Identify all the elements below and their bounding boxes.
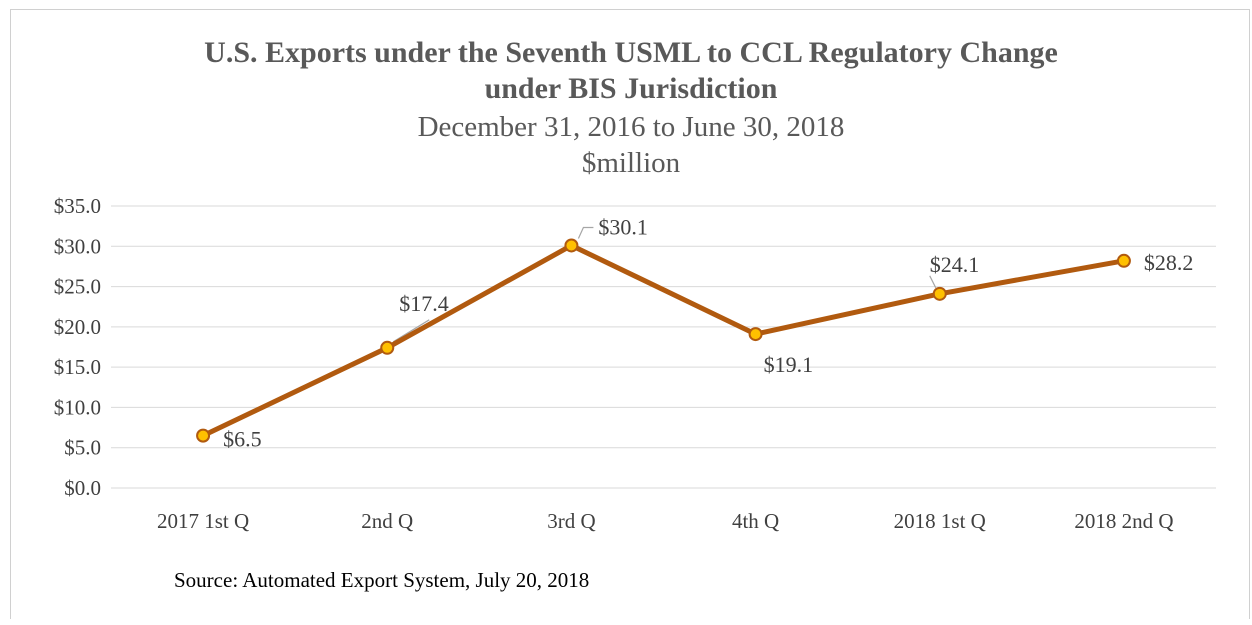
x-tick-label: 4th Q [732, 509, 779, 533]
chart-container: U.S. Exports under the Seventh USML to C… [10, 9, 1250, 619]
y-tick-label: $35.0 [54, 194, 101, 218]
series-group [196, 238, 1131, 443]
label-leader-lines [392, 226, 937, 343]
x-tick-label: 2nd Q [361, 509, 413, 533]
data-point-marker [196, 428, 211, 443]
data-point-marker [1116, 253, 1131, 268]
data-label: $17.4 [399, 291, 449, 316]
label-leader-line [392, 319, 430, 343]
line-chart: U.S. Exports under the Seventh USML to C… [54, 36, 1216, 592]
y-tick-label: $20.0 [54, 315, 101, 339]
chart-subtitle-date-range: December 31, 2016 to June 30, 2018 [418, 111, 845, 143]
data-label: $30.1 [598, 214, 648, 239]
y-tick-label: $25.0 [54, 275, 101, 299]
x-axis-tick-labels: 2017 1st Q 2nd Q 3rd Q 4th Q 2018 1st Q 2018 … [157, 509, 1174, 533]
label-leader-line [929, 275, 937, 289]
x-tick-label: 2017 1st Q [157, 509, 249, 533]
gridlines [111, 205, 1216, 489]
series-line [200, 242, 1127, 439]
x-tick-label: 2018 2nd Q [1074, 509, 1173, 533]
label-leader-line [577, 226, 594, 239]
source-note: Source: Automated Export System, July 20… [174, 568, 589, 592]
chart-subtitle-unit: $million [582, 147, 681, 179]
chart-title-line-1: U.S. Exports under the Seventh USML to C… [204, 36, 1058, 69]
data-point-marker [380, 340, 395, 355]
data-labels: $6.5 $17.4 $30.1 $19.1 $24.1 $28.2 [223, 214, 1193, 451]
data-point-marker [748, 327, 763, 342]
data-point-marker [932, 286, 947, 301]
data-point-marker [564, 238, 579, 253]
data-label: $19.1 [764, 352, 814, 377]
x-tick-label: 3rd Q [547, 509, 595, 533]
y-tick-label: $0.0 [64, 476, 101, 500]
y-tick-label: $10.0 [54, 395, 101, 419]
x-tick-label: 2018 1st Q [894, 509, 986, 533]
y-axis-tick-labels: $0.0 $5.0 $10.0 $15.0 $20.0 $25.0 $30.0 $35.0 [54, 194, 101, 500]
y-tick-label: $30.0 [54, 234, 101, 258]
data-label: $28.2 [1144, 250, 1194, 275]
data-label: $24.1 [930, 252, 980, 277]
chart-title-line-2: under BIS Jurisdiction [485, 72, 778, 105]
data-label: $6.5 [223, 427, 261, 452]
y-tick-label: $5.0 [64, 436, 101, 460]
y-tick-label: $15.0 [54, 355, 101, 379]
